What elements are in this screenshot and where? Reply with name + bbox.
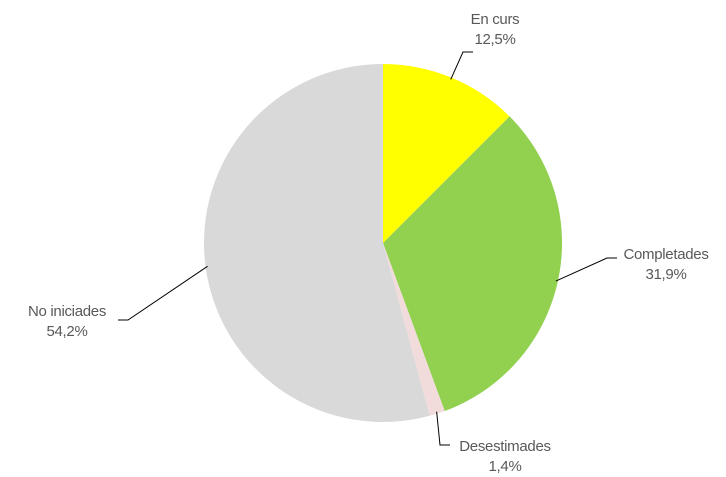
leader-line xyxy=(436,411,450,446)
leader-line xyxy=(555,257,617,282)
value-label: 31,9% xyxy=(645,266,686,283)
pie-slice xyxy=(383,116,562,412)
pie-slice xyxy=(383,243,445,416)
category-label: Completades xyxy=(623,246,708,263)
category-label: En curs xyxy=(471,11,520,28)
pie-slice xyxy=(383,64,510,243)
value-label: 1,4% xyxy=(489,458,522,475)
value-label: 12,5% xyxy=(474,31,515,48)
value-label: 54,2% xyxy=(46,323,87,340)
leader-line xyxy=(118,265,208,321)
leader-line xyxy=(450,51,473,80)
category-label: Desestimades xyxy=(459,438,550,455)
category-label: No iniciades xyxy=(28,303,106,320)
pie-slice xyxy=(203,64,430,423)
